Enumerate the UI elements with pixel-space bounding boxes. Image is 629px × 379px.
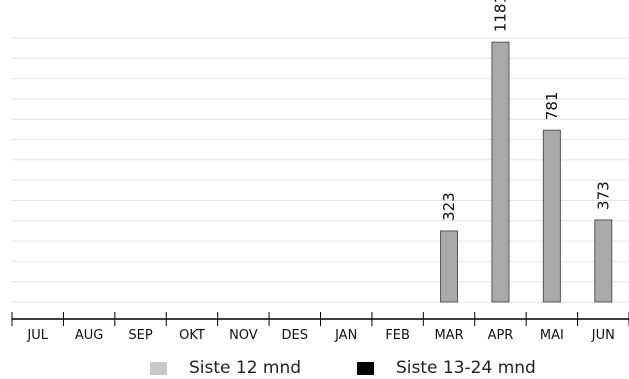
x-tick-label-mar: MAR	[434, 328, 463, 343]
x-axis-tick-labels: JUL AUG SEP OKT NOV DES JAN FEB MAR APR MAI JUN	[26, 328, 614, 343]
x-tick-label-des: DES	[282, 328, 308, 343]
x-tick-label-feb: FEB	[385, 328, 410, 343]
x-tick-label-jun: JUN	[591, 328, 615, 343]
bar-label-apr: 1181	[491, 0, 509, 32]
x-tick-label-nov: NOV	[229, 328, 258, 343]
x-tick-label-mai: MAI	[540, 328, 564, 343]
x-tick-label-apr: APR	[488, 328, 514, 343]
bar-jun	[594, 219, 613, 303]
bar-label-mai: 781	[543, 92, 561, 121]
bar-label-jun: 373	[594, 181, 612, 210]
legend-item-siste-12-mnd: Siste 12 mnd	[150, 357, 301, 379]
bar-labels: 323 1181 781 373	[440, 0, 612, 221]
bar-mar	[440, 230, 459, 303]
bars	[440, 41, 613, 303]
x-tick-label-okt: OKT	[179, 328, 205, 343]
legend-swatch-siste-12-mnd	[150, 361, 167, 375]
legend-item-siste-13-24-mnd: Siste 13-24 mnd	[357, 357, 536, 379]
x-axis-ticks	[11, 312, 629, 326]
legend-swatch-siste-13-24-mnd	[357, 361, 374, 375]
legend-label-siste-13-24-mnd: Siste 13-24 mnd	[396, 358, 536, 378]
x-tick-label-aug: AUG	[75, 328, 103, 343]
x-tick-label-jul: JUL	[26, 328, 48, 343]
bar-label-mar: 323	[440, 192, 458, 221]
x-tick-label-jan: JAN	[334, 328, 357, 343]
bar-mai	[542, 129, 561, 303]
bar-apr	[491, 41, 510, 303]
x-tick-label-sep: SEP	[128, 328, 152, 343]
legend-label-siste-12-mnd: Siste 12 mnd	[189, 358, 302, 378]
legend: Siste 12 mnd Siste 13-24 mnd	[0, 357, 629, 379]
gridlines	[12, 37, 629, 303]
